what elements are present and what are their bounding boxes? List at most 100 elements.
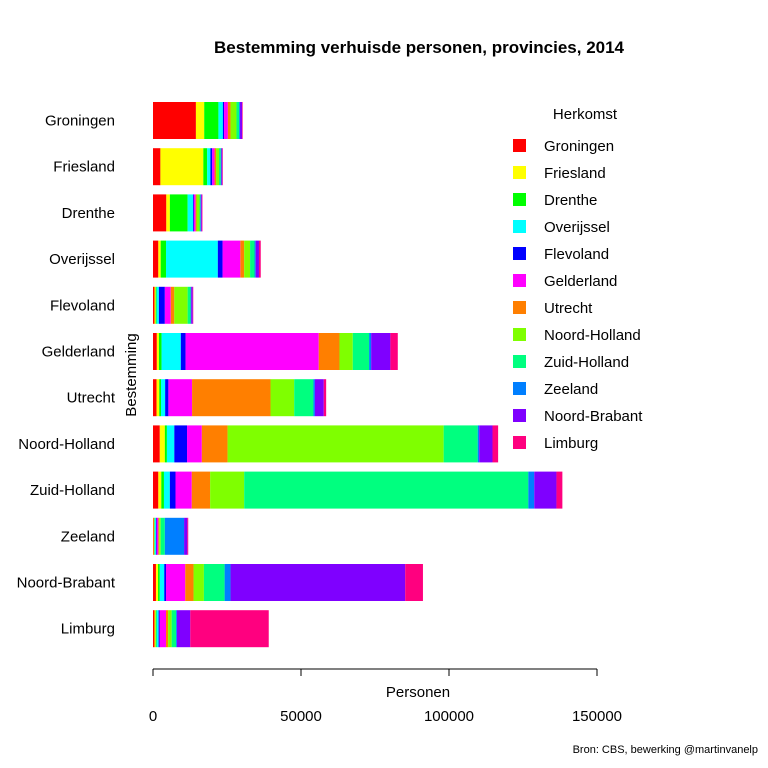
- bar-segment-flevoland-from-noord-brabant: [191, 286, 193, 324]
- bar-segment-zeeland-from-gelderland: [156, 517, 159, 555]
- bar-segment-zeeland-from-groningen: [153, 517, 154, 555]
- bar-segment-flevoland-from-overijssel: [156, 286, 159, 324]
- bar-segment-zuid-holland-from-noord-brabant: [534, 471, 557, 509]
- bar-segment-noord-brabant-from-limburg: [405, 564, 423, 601]
- bar-segment-groningen-from-flevoland: [222, 102, 225, 139]
- bar-segment-friesland-from-utrecht: [214, 148, 217, 186]
- bar-segment-zuid-holland-from-limburg: [556, 471, 563, 509]
- legend: Herkomst Groningen Friesland Drenthe Overij…: [513, 106, 643, 452]
- bar-segment-overijssel-from-utrecht: [240, 240, 245, 278]
- y-tick-label-overijssel: Overijssel: [49, 251, 115, 268]
- bar-segment-noord-holland-from-zuid-holland: [443, 425, 478, 463]
- legend-swatch-overijssel: [513, 220, 526, 233]
- bar-segment-groningen-from-drenthe: [204, 102, 219, 139]
- legend-swatch-noord-holland: [513, 328, 526, 341]
- bar-segment-groningen-from-gelderland: [224, 102, 228, 139]
- bar-segment-groningen-from-limburg: [242, 102, 243, 139]
- bar-segment-zeeland-from-friesland: [153, 517, 155, 555]
- bar-segment-zuid-holland-from-overijssel: [163, 471, 170, 509]
- bar-segment-flevoland-from-zuid-holland: [187, 286, 191, 324]
- bar-segment-groningen-from-utrecht: [227, 102, 231, 139]
- bar-segment-drenthe-from-noord-brabant: [200, 194, 202, 232]
- bar-segment-zuid-holland-from-zeeland: [528, 471, 535, 509]
- bar-segment-zeeland-from-limburg: [187, 517, 189, 555]
- y-tick-label-groningen: Groningen: [45, 113, 115, 130]
- bar-segment-noord-brabant-from-flevoland: [164, 564, 167, 601]
- bar-segment-drenthe-from-flevoland: [192, 194, 194, 232]
- bar-segment-limburg-from-groningen: [153, 610, 155, 648]
- bar-segment-drenthe-from-limburg: [201, 194, 203, 232]
- legend-label-noord-holland: Noord-Holland: [544, 327, 641, 344]
- bar-segment-zuid-holland-from-utrecht: [191, 471, 211, 509]
- bar-segment-utrecht-from-overijssel: [160, 379, 166, 417]
- bar-segment-noord-brabant-from-overijssel: [159, 564, 165, 601]
- bar-segment-drenthe-from-utrecht: [195, 194, 197, 232]
- x-tick-label: 150000: [572, 708, 622, 725]
- bar-segment-gelderland-from-utrecht: [318, 333, 340, 370]
- y-tick-label-flevoland: Flevoland: [50, 297, 115, 314]
- bar-segment-noord-holland-from-noord-brabant: [479, 425, 493, 463]
- bar-segment-utrecht-from-noord-holland: [270, 379, 295, 417]
- bar-segment-flevoland-from-zeeland: [190, 286, 192, 324]
- bar-segment-friesland-from-zuid-holland: [219, 148, 221, 186]
- bar-segment-utrecht-from-utrecht: [192, 379, 271, 417]
- bar-segment-drenthe-from-gelderland: [193, 194, 196, 232]
- legend-label-groningen: Groningen: [544, 138, 614, 155]
- bar-segment-friesland-from-flevoland: [210, 148, 213, 186]
- y-axis-label: Bestemming: [123, 333, 140, 416]
- bar-segment-friesland-from-drenthe: [203, 148, 208, 186]
- bar-segment-overijssel-from-zeeland: [254, 240, 256, 278]
- legend-label-limburg: Limburg: [544, 435, 598, 452]
- legend-label-friesland: Friesland: [544, 165, 606, 182]
- bar-segment-utrecht-from-noord-brabant: [314, 379, 324, 417]
- legend-label-overijssel: Overijssel: [544, 219, 610, 236]
- x-axis: 0 50000 100000 150000: [149, 668, 622, 725]
- bar-segment-utrecht-from-gelderland: [168, 379, 193, 417]
- y-tick-label-zeeland: Zeeland: [61, 528, 115, 545]
- x-tick-label: 50000: [280, 708, 322, 725]
- bar-segment-flevoland-from-flevoland: [158, 286, 165, 324]
- bar-segment-noord-holland-from-gelderland: [187, 425, 202, 463]
- source-note: Bron: CBS, bewerking @martinvanelp: [573, 744, 758, 756]
- bar-segment-noord-holland-from-utrecht: [201, 425, 228, 463]
- legend-swatch-groningen: [513, 139, 526, 152]
- legend-label-utrecht: Utrecht: [544, 300, 593, 317]
- bar-segment-utrecht-from-flevoland: [165, 379, 169, 417]
- bar-segment-noord-brabant-from-friesland: [155, 564, 159, 601]
- bar-segment-zuid-holland-from-zuid-holland: [244, 471, 529, 509]
- chart-title: Bestemming verhuisde personen, provincie…: [214, 38, 625, 57]
- y-tick-label-drenthe: Drenthe: [62, 205, 115, 222]
- bar-segment-zeeland-from-noord-holland: [159, 517, 161, 555]
- bar-segment-zeeland-from-utrecht: [158, 517, 160, 555]
- bar-segment-limburg-from-noord-brabant: [176, 610, 191, 648]
- bar-segment-groningen-from-groningen: [153, 102, 196, 139]
- bar-segment-limburg-from-zuid-holland: [171, 610, 177, 648]
- bar-segment-flevoland-from-drenthe: [155, 286, 157, 324]
- y-tick-label-noord-holland: Noord-Holland: [18, 436, 115, 453]
- bar-segment-overijssel-from-limburg: [258, 240, 261, 278]
- bar-segment-groningen-from-noord-holland: [230, 102, 237, 139]
- bar-segment-groningen-from-overijssel: [218, 102, 223, 139]
- bar-segment-overijssel-from-noord-holland: [244, 240, 251, 278]
- bar-segment-gelderland-from-overijssel: [161, 333, 181, 370]
- bar-segment-flevoland-from-gelderland: [164, 286, 171, 324]
- bar-segment-flevoland-from-noord-holland: [174, 286, 188, 324]
- bar-segment-zeeland-from-noord-brabant: [184, 517, 188, 555]
- bar-segment-utrecht-from-zeeland: [313, 379, 315, 417]
- bar-segment-limburg-from-utrecht: [166, 610, 169, 648]
- bar-segment-zuid-holland-from-flevoland: [169, 471, 176, 509]
- legend-swatch-friesland: [513, 166, 526, 179]
- bar-segment-noord-holland-from-drenthe: [164, 425, 167, 463]
- x-tick-label: 0: [149, 708, 157, 725]
- legend-label-zuid-holland: Zuid-Holland: [544, 354, 629, 371]
- bar-segment-friesland-from-gelderland: [212, 148, 215, 186]
- bar-segment-drenthe-from-drenthe: [169, 194, 188, 232]
- y-tick-label-utrecht: Utrecht: [67, 390, 116, 407]
- bar-segment-noord-holland-from-noord-holland: [227, 425, 444, 463]
- bar-segment-utrecht-from-groningen: [153, 379, 157, 417]
- bar-segment-noord-holland-from-zeeland: [477, 425, 480, 463]
- legend-swatch-noord-brabant: [513, 409, 526, 422]
- bar-segment-flevoland-from-utrecht: [170, 286, 175, 324]
- legend-swatch-zuid-holland: [513, 355, 526, 368]
